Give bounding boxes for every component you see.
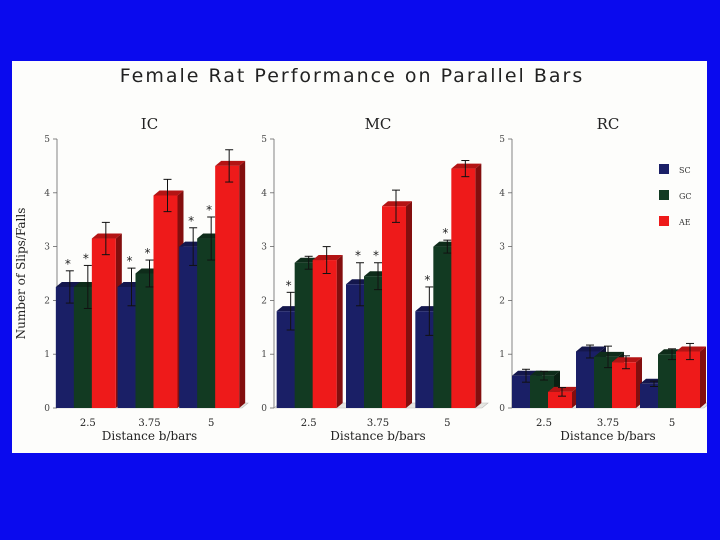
legend-swatch bbox=[659, 190, 669, 200]
bar bbox=[676, 351, 700, 408]
y-tick-label: 2 bbox=[44, 296, 50, 306]
chart-title: Female Rat Performance on Parallel Bars bbox=[120, 65, 584, 87]
bar-top bbox=[451, 163, 482, 169]
panel-title: IC bbox=[141, 115, 158, 133]
bar-top bbox=[153, 190, 184, 196]
bar-top bbox=[530, 370, 560, 376]
bar-side bbox=[700, 346, 706, 408]
significance-star: * bbox=[188, 214, 194, 228]
y-tick-label: 2 bbox=[261, 296, 267, 306]
significance-star: * bbox=[424, 273, 430, 287]
x-tick-label: 5 bbox=[208, 418, 214, 429]
significance-star: * bbox=[127, 254, 133, 268]
y-tick-label: 5 bbox=[499, 135, 505, 145]
legend-swatch bbox=[659, 164, 669, 174]
y-tick-label: 0 bbox=[499, 404, 505, 414]
slide-panel: Female Rat Performance on Parallel Bars … bbox=[12, 61, 707, 453]
bar-side bbox=[406, 201, 412, 408]
x-tick-label: 5 bbox=[444, 418, 450, 429]
y-tick-label: 5 bbox=[261, 135, 267, 145]
bar-top bbox=[312, 255, 343, 261]
x-axis-label: Distance b/bars bbox=[560, 429, 655, 443]
y-tick-label: 1 bbox=[44, 350, 50, 360]
significance-star: * bbox=[442, 226, 448, 240]
bar-top bbox=[612, 357, 642, 363]
x-tick-label: 3.75 bbox=[597, 418, 619, 429]
x-axis-label: Distance b/bars bbox=[102, 429, 197, 443]
y-tick-label: 2 bbox=[499, 296, 505, 306]
bar bbox=[612, 362, 636, 408]
x-tick-label: 3.75 bbox=[367, 418, 389, 429]
y-tick-label: 0 bbox=[261, 404, 267, 414]
legend-label: AE bbox=[678, 218, 691, 227]
x-tick-label: 3.75 bbox=[138, 418, 160, 429]
significance-star: * bbox=[83, 251, 89, 265]
bar-side bbox=[475, 163, 482, 408]
bar-side bbox=[239, 160, 246, 408]
y-tick-label: 3 bbox=[261, 243, 267, 253]
bar bbox=[548, 391, 572, 408]
x-tick-label: 5 bbox=[669, 418, 675, 429]
significance-star: * bbox=[355, 249, 361, 263]
significance-star: * bbox=[65, 257, 71, 271]
x-tick-label: 2.5 bbox=[301, 418, 317, 429]
bar bbox=[215, 165, 240, 408]
bar-top bbox=[548, 386, 578, 392]
bar-top bbox=[594, 351, 624, 357]
chart-figure: Female Rat Performance on Parallel Bars … bbox=[14, 65, 707, 443]
bar bbox=[91, 238, 116, 408]
bar bbox=[382, 206, 406, 408]
bar bbox=[451, 168, 476, 408]
legend-swatch bbox=[659, 216, 669, 226]
legend-label: GC bbox=[679, 192, 692, 201]
chart-panel-mc: 0 1 2 3 4 5 MC * 2.5 * * 3.75 * * 5 Distance b/bars bbox=[261, 115, 489, 443]
bar-top bbox=[576, 346, 606, 352]
bar bbox=[153, 195, 178, 408]
y-tick-label: 4 bbox=[261, 189, 267, 199]
panel-title: RC bbox=[597, 115, 620, 133]
chart-panel-ic: 0 1 2 3 4 5 IC * * 2.5 * * 3.75 * * 5 Distance b/bars Num… bbox=[14, 115, 249, 443]
bar-top bbox=[382, 201, 412, 207]
bar-side bbox=[336, 255, 343, 408]
bar bbox=[312, 260, 337, 408]
bar-top bbox=[91, 233, 122, 239]
x-tick-label: 2.5 bbox=[80, 418, 96, 429]
legend-label: SC bbox=[679, 166, 691, 175]
y-axis-label: Number of Slips/Falls bbox=[14, 208, 28, 340]
significance-star: * bbox=[373, 249, 379, 263]
chart-panel-rc: 0 1 2 3 4 5 RC 2.5 3.75 5 Distance b/bars SC GC AE bbox=[499, 115, 707, 443]
significance-star: * bbox=[206, 203, 212, 217]
y-tick-label: 3 bbox=[44, 243, 50, 253]
bar-top bbox=[215, 160, 246, 166]
significance-star: * bbox=[145, 246, 151, 260]
y-tick-label: 5 bbox=[44, 135, 50, 145]
x-tick-label: 2.5 bbox=[536, 418, 552, 429]
y-tick-label: 1 bbox=[499, 350, 505, 360]
y-tick-label: 4 bbox=[499, 189, 505, 199]
bar-top bbox=[676, 346, 706, 352]
y-tick-label: 0 bbox=[44, 404, 50, 414]
y-tick-label: 1 bbox=[261, 350, 267, 360]
x-axis-label: Distance b/bars bbox=[330, 429, 425, 443]
y-tick-label: 4 bbox=[44, 189, 50, 199]
panel-title: MC bbox=[365, 115, 392, 133]
significance-star: * bbox=[286, 278, 292, 292]
y-tick-label: 3 bbox=[499, 243, 505, 253]
bar bbox=[55, 286, 80, 408]
